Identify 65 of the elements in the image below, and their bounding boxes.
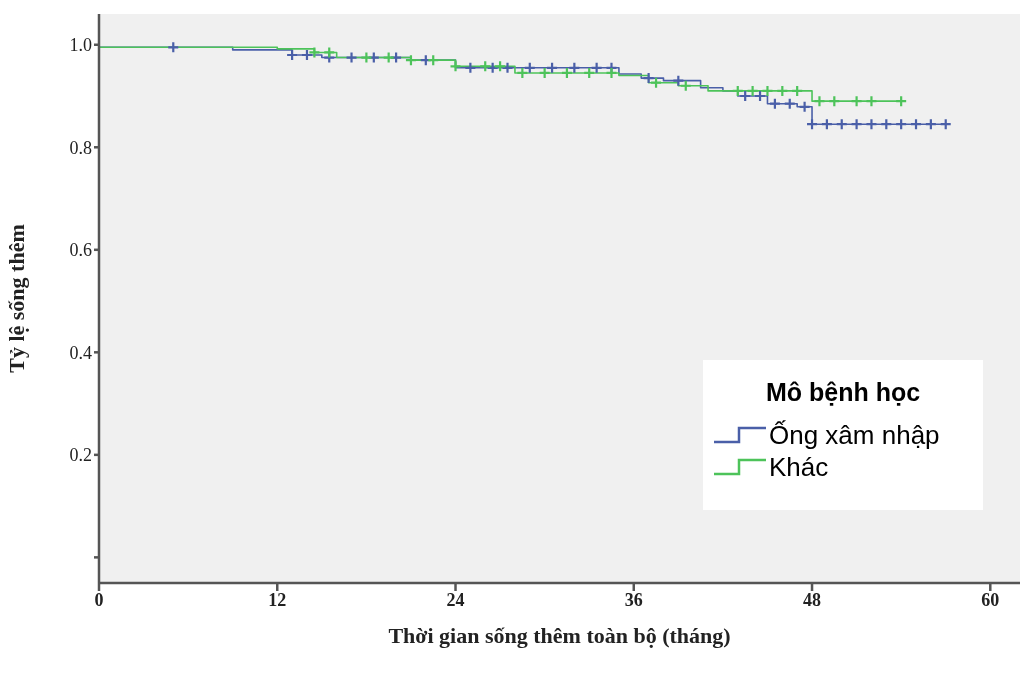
point [783,97,796,110]
point [850,118,863,131]
point [516,66,529,80]
point [739,89,752,103]
legend-title: Mô bệnh học [764,378,922,407]
x-tick-label: 0 [94,589,104,610]
y-tick-label: 1.0 [69,35,92,56]
point [464,61,477,74]
point [538,66,551,80]
point [805,118,819,131]
x-tick-label: 48 [803,589,822,610]
point [939,118,952,131]
point [605,66,618,80]
x-tick-label: 36 [624,589,643,610]
x-tick-label: 12 [268,589,287,610]
point [865,118,878,131]
point [895,95,908,108]
y-tick-label: 0.6 [69,240,92,261]
point [672,74,685,87]
point [583,66,596,80]
point [924,118,937,131]
point [798,100,811,113]
point [360,51,373,64]
point [679,79,692,92]
x-tick-label: 60 [981,589,1000,610]
point [449,60,462,73]
point [486,61,499,74]
point [286,48,299,62]
y-tick-label: 0.4 [69,342,92,363]
point [167,41,180,54]
point [300,48,314,62]
point [427,54,440,67]
point [753,89,767,103]
point [909,118,923,131]
point [404,54,418,67]
point [649,76,663,89]
point [308,46,321,59]
point [545,61,559,74]
point [568,61,581,74]
x-axis-title: Thời gian sống thêm toàn bộ (tháng) [388,623,731,648]
point [820,118,833,131]
point [560,66,574,80]
point [523,61,536,74]
legend-label: Khác [769,451,829,483]
point [828,95,841,108]
point [895,118,908,131]
y-axis-title: Tỷ lệ sống thêm [3,224,29,373]
point [768,97,781,110]
point [850,95,863,108]
point [813,95,826,108]
point [642,71,655,85]
point [590,61,603,74]
point [880,118,893,131]
y-tick-label: 0.2 [69,445,92,466]
point [501,61,514,74]
point [493,60,507,73]
point [479,60,492,73]
point [865,95,878,108]
legend-label: Ống xâm nhập [769,419,940,451]
point [345,51,358,64]
point [323,46,336,59]
y-tick-label: 0.8 [69,137,92,158]
x-tick-label: 24 [446,589,465,610]
point [382,51,395,64]
point [835,118,848,131]
